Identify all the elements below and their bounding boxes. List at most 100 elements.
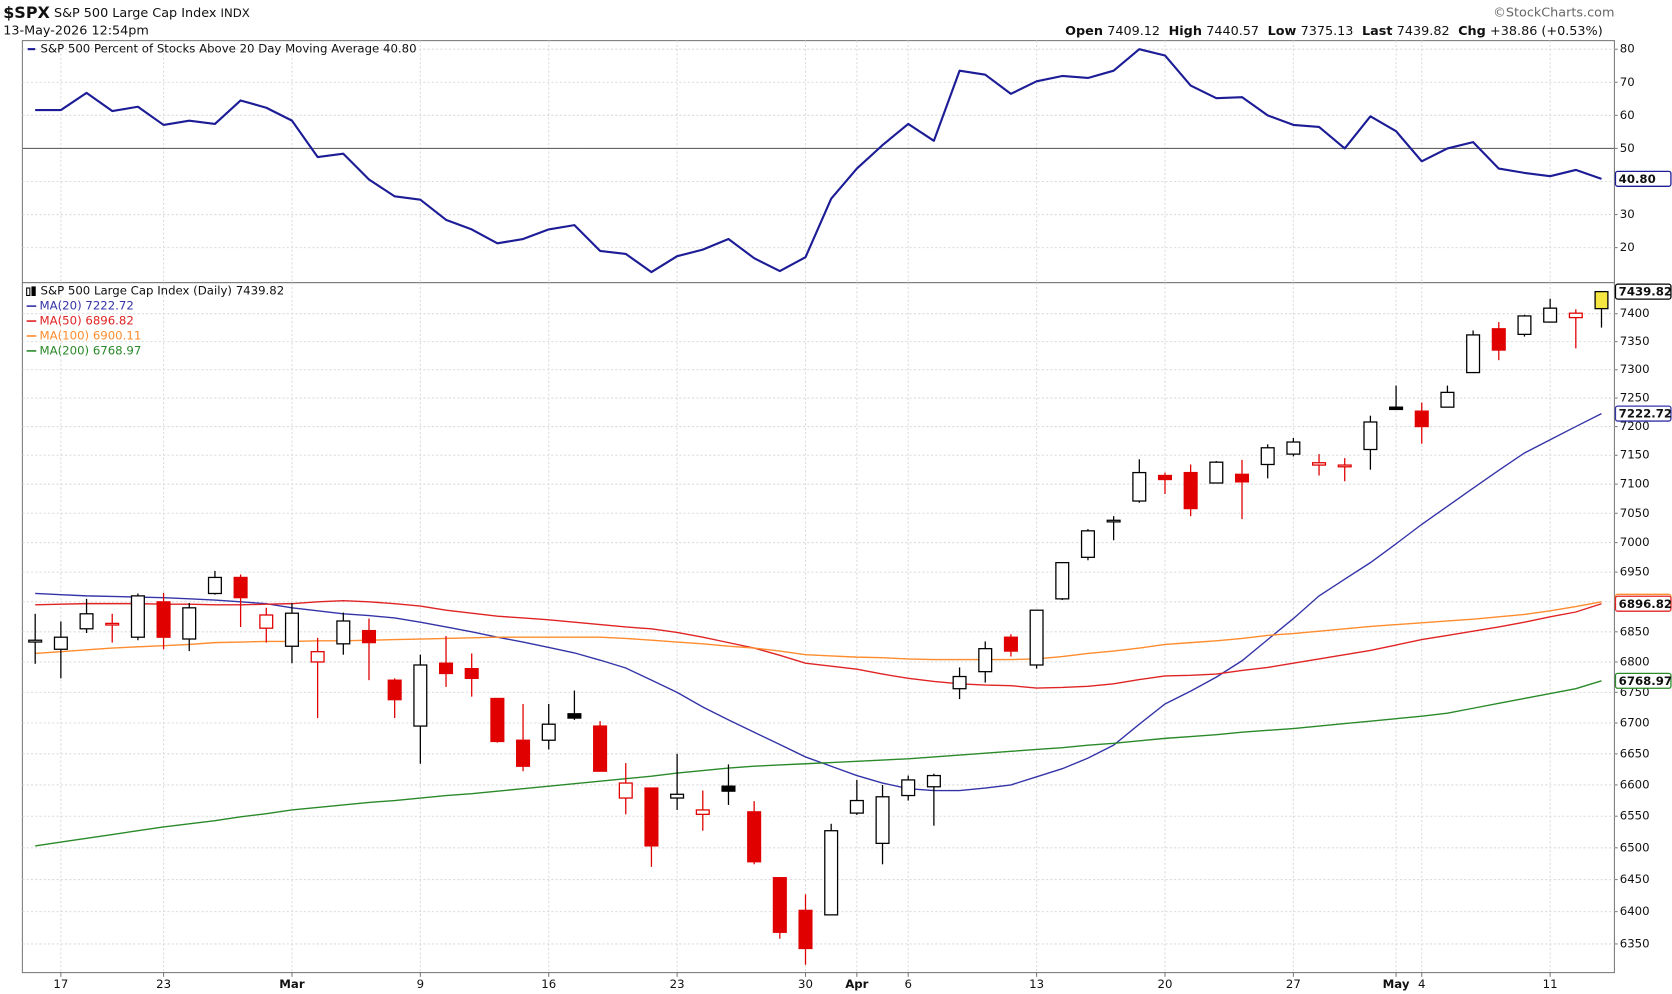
candle-body [1312, 462, 1327, 466]
x-tick-label: 30 [798, 977, 813, 991]
y-tick-label: 7350 [1620, 334, 1650, 348]
legend-label: S&P 500 Percent of Stocks Above 20 Day M… [41, 42, 417, 56]
y-tick-label: 7050 [1620, 506, 1650, 520]
y-tick-label: 80 [1620, 42, 1635, 56]
x-tick-label: 4 [1418, 977, 1425, 991]
candle-body [413, 664, 428, 727]
candle-body [747, 811, 762, 863]
candle-body [79, 613, 94, 630]
moving-average [35, 412, 1602, 792]
y-tick-label: 6600 [1620, 777, 1650, 791]
candle-body [875, 796, 890, 844]
candle-body [182, 607, 197, 640]
candle-body [516, 739, 531, 767]
moving-average [35, 599, 1602, 689]
y-tick-label: 6450 [1620, 872, 1650, 886]
candle-body [849, 799, 864, 814]
panel-frame [21, 40, 1615, 284]
quote-line: Open 7409.12 High 7440.57 Low 7375.13 Last 7439… [1065, 24, 1603, 39]
candle-body [1132, 471, 1147, 502]
value-tag-label: 7439.82 [1619, 285, 1672, 299]
y-tick-label: 6500 [1620, 840, 1650, 854]
y-tick-label: 7200 [1620, 419, 1650, 433]
candle-body [1414, 410, 1429, 428]
candle-body [1543, 307, 1558, 323]
candle-body [901, 779, 916, 797]
candle-body [926, 774, 941, 788]
y-tick-label: 6700 [1620, 715, 1650, 729]
credit: ©StockCharts.com [1493, 5, 1614, 20]
index-name: S&P 500 Large Cap Index [54, 5, 217, 20]
candle-body [772, 877, 787, 933]
y-tick-label: 70 [1620, 75, 1635, 89]
candle-body [310, 651, 325, 663]
legend-label: MA(50) 6896.82 [39, 314, 133, 328]
y-tick-label: 6950 [1620, 565, 1650, 579]
quote-label: Low [1268, 24, 1297, 39]
x-tick-label: 6 [904, 977, 911, 991]
candle-body [824, 830, 839, 916]
candle-body [1568, 312, 1583, 319]
moving-average [35, 680, 1602, 847]
candle-body [593, 725, 608, 772]
y-tick-label: 7150 [1620, 448, 1650, 462]
y-tick-label: 7300 [1620, 362, 1650, 376]
legend-icon [26, 287, 31, 296]
y-tick-label: 60 [1620, 108, 1635, 122]
candle-body [1029, 609, 1044, 666]
candle-body [695, 809, 710, 815]
candle-body [490, 697, 505, 743]
candle-body [1286, 441, 1301, 455]
x-tick-label: 23 [670, 977, 685, 991]
candle-body [438, 662, 454, 675]
value-tag [1614, 170, 1672, 187]
legend-label: S&P 500 Large Cap Index (Daily) 7439.82 [41, 284, 285, 298]
candle-body [1209, 461, 1224, 484]
candle-body [618, 782, 633, 799]
candle-body [1055, 561, 1070, 600]
value-tag [1614, 405, 1672, 422]
x-tick-label: 23 [156, 977, 171, 991]
y-tick-label: 50 [1620, 141, 1635, 155]
y-tick-label: 6350 [1620, 936, 1650, 950]
y-tick-label: 7400 [1620, 306, 1650, 320]
x-tick-label: 17 [53, 977, 68, 991]
value-tag-label: 40.80 [1619, 172, 1656, 186]
y-tick-label: 7100 [1620, 477, 1650, 491]
quote-label: Open [1065, 24, 1103, 39]
x-tick-label: 27 [1286, 977, 1301, 991]
value-tag [1614, 283, 1672, 300]
timestamp: 13-May-2026 12:54pm [3, 24, 149, 39]
legend-label: MA(100) 6900.11 [39, 328, 141, 342]
candle-body [1106, 519, 1121, 523]
candle-body [1157, 474, 1173, 481]
candle-body [1389, 406, 1404, 411]
candle-body [567, 713, 582, 719]
x-tick-label: 9 [417, 977, 424, 991]
candle-body [1080, 530, 1095, 558]
quote-label: Last [1362, 24, 1393, 39]
y-tick-label: 6550 [1620, 809, 1650, 823]
candle-body [1466, 334, 1481, 374]
quote-value: +38.86 (+0.53%) [1490, 24, 1603, 39]
candle-body [1594, 290, 1609, 310]
candle-body [670, 793, 685, 799]
candle-body [1440, 391, 1455, 408]
x-tick-label: 20 [1158, 977, 1173, 991]
candle-body [156, 601, 171, 638]
x-tick-label: Apr [845, 977, 868, 991]
candle-body [464, 667, 479, 679]
y-tick-label: 6400 [1620, 904, 1650, 918]
chart-header: $SPX S&P 500 Large Cap Index INDX [3, 2, 250, 21]
y-tick-label: 6850 [1620, 624, 1650, 638]
quote-value: 7440.57 [1206, 24, 1259, 39]
x-tick-label: Mar [279, 977, 305, 991]
y-tick-label: 20 [1620, 240, 1635, 254]
value-tag-label: 6768.97 [1619, 674, 1672, 688]
candle-body [978, 648, 993, 673]
candle-body [1517, 315, 1532, 336]
x-tick-label: May [1383, 977, 1410, 991]
quote-label: Chg [1458, 24, 1486, 39]
value-tag-label: 7222.72 [1619, 407, 1672, 421]
